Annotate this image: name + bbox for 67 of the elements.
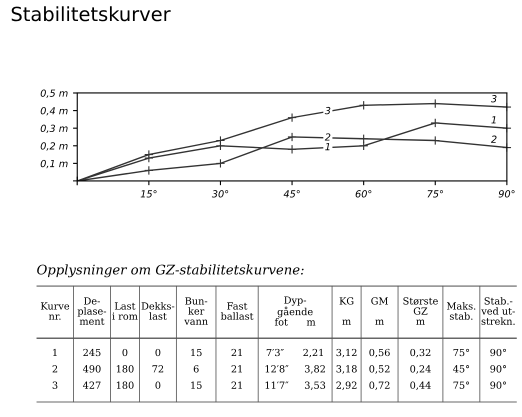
x-tick-label: 30° — [212, 190, 228, 198]
text: 0 — [155, 348, 160, 356]
text: 0,56 — [369, 348, 390, 358]
text: 15 — [191, 382, 202, 389]
chart-title: Stabilitetskurver — [12, 6, 171, 22]
y-tick-label: 0,5 m — [40, 89, 68, 98]
y-tick-label: 0,2 m — [40, 142, 68, 151]
text: 1 — [53, 348, 57, 356]
text: 21 — [232, 348, 242, 356]
text: 2,92 — [336, 382, 356, 390]
text: 0 — [155, 382, 160, 389]
x-tick-label: 45° — [284, 190, 300, 198]
category-label: Største GZ m — [403, 297, 438, 325]
text: 45° — [453, 365, 470, 373]
category-label: Stab.- ved ut- strekn. — [481, 297, 515, 325]
category-label: Last i rom — [112, 302, 138, 320]
category-label: Dyp- gående fot m — [274, 296, 316, 326]
text: 90° — [490, 348, 506, 356]
text: 21 — [232, 365, 242, 372]
text: 90° — [490, 365, 506, 373]
series-label: 1 — [325, 143, 330, 150]
text: 0,24 — [410, 365, 431, 374]
category-label: Maks. stab. — [446, 302, 476, 320]
text: 245 — [83, 348, 100, 356]
x-tick-label: 75° — [428, 190, 443, 198]
text: 0,52 — [369, 365, 390, 374]
text: 3,18 — [336, 365, 357, 374]
y-tick-label: 0,4 m — [40, 107, 68, 116]
text: 0,44 — [410, 382, 431, 390]
x-tick-label: 60° — [356, 190, 372, 198]
x-tick-label: 15° — [140, 190, 157, 198]
text: 15 — [191, 348, 202, 356]
x-tick-label: 90° — [498, 190, 515, 198]
text: 3 — [52, 382, 58, 389]
text: 75° — [454, 382, 470, 389]
category-label: Dekks- last — [142, 302, 174, 320]
text: 0 — [122, 348, 128, 356]
text: Opplysninger om GZ-stabilitetskurvene: — [37, 264, 304, 278]
text: 75° — [454, 348, 470, 356]
text: 3 — [490, 95, 497, 102]
text: 7′3″ 2,21 — [266, 348, 323, 358]
category-label: GM m — [371, 297, 388, 325]
text: 180 — [116, 382, 134, 389]
text: 0,72 — [369, 382, 390, 390]
text: 11′7″ 3,53 — [266, 382, 326, 390]
text: 6 — [194, 365, 199, 373]
text: 0,32 — [410, 348, 430, 358]
category-label: Kurve nr. — [40, 302, 70, 320]
category-label: De- plase- ment — [78, 297, 106, 325]
series-label: 2 — [324, 133, 330, 141]
category-label: Bun- ker vann — [184, 297, 208, 325]
text: 72 — [152, 365, 164, 372]
y-tick-label: 0,1 m — [40, 160, 68, 168]
series-label: 3 — [324, 106, 330, 114]
text: 12′8″ 3,82 — [266, 365, 325, 374]
text: 3,12 — [336, 348, 356, 358]
text: 90° — [490, 382, 506, 389]
y-tick-label: 0,3 m — [40, 124, 68, 134]
text: 180 — [116, 365, 134, 373]
category-label: KG m — [340, 297, 354, 325]
text: 490 — [82, 365, 101, 373]
text: 427 — [82, 382, 101, 389]
text: 2 — [52, 365, 58, 372]
text: 1 — [491, 116, 496, 124]
text: 21 — [232, 382, 242, 389]
category-label: Fast ballast — [220, 302, 254, 320]
text: 2 — [490, 136, 497, 143]
